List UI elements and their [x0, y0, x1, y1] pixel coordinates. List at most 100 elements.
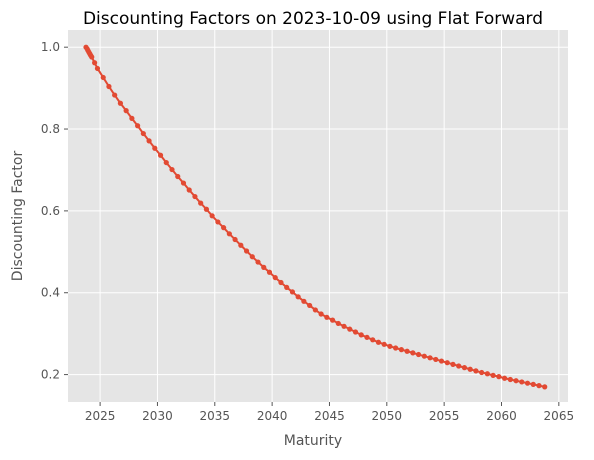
data-point — [272, 274, 278, 281]
data-point — [117, 100, 124, 106]
data-point — [94, 65, 101, 72]
data-point — [490, 372, 496, 378]
data-point — [381, 341, 387, 347]
data-point — [157, 152, 164, 158]
data-point — [398, 347, 404, 353]
data-point — [404, 348, 410, 354]
data-point — [352, 329, 359, 335]
data-point — [415, 351, 422, 358]
data-point — [129, 115, 135, 121]
data-point — [461, 365, 468, 371]
data-point — [530, 381, 536, 387]
data-point — [140, 130, 146, 137]
x-tick-label: 2065 — [544, 409, 575, 423]
data-point — [513, 378, 519, 384]
data-point — [421, 353, 427, 359]
data-point — [335, 320, 341, 327]
data-point — [232, 236, 238, 243]
data-point — [387, 343, 393, 349]
data-point — [112, 92, 118, 98]
data-point — [249, 254, 255, 260]
y-tick-label: 0.2 — [41, 368, 60, 382]
x-tick-label: 2050 — [372, 409, 403, 423]
data-point — [484, 371, 490, 377]
x-tick-labels: 2025 2030 2035 2040 2045 2050 2055 2060 2065 — [85, 409, 574, 423]
x-tick-label: 2055 — [429, 409, 460, 423]
data-point — [203, 206, 210, 212]
x-tick-label: 2060 — [486, 409, 517, 423]
data-point — [175, 173, 181, 180]
data-point — [152, 145, 158, 151]
data-point — [243, 248, 250, 254]
data-point — [255, 259, 261, 265]
data-point — [146, 138, 152, 144]
data-point — [433, 356, 439, 363]
data-point — [209, 213, 215, 219]
y-tick-label: 0.6 — [41, 204, 60, 218]
data-point — [186, 187, 192, 193]
data-point — [393, 345, 399, 351]
data-point — [358, 332, 364, 338]
data-point — [438, 358, 445, 364]
data-point — [450, 361, 456, 367]
data-point — [524, 380, 531, 386]
data-point — [92, 60, 98, 66]
data-point — [215, 219, 221, 225]
data-point — [226, 231, 232, 237]
data-point — [301, 298, 307, 304]
data-point — [370, 337, 376, 343]
data-point — [221, 225, 227, 231]
data-point — [501, 375, 508, 381]
data-point — [444, 360, 450, 366]
data-point — [266, 269, 273, 275]
data-point — [318, 311, 324, 317]
data-point — [542, 384, 548, 390]
x-tick-label: 2025 — [85, 409, 116, 423]
data-point — [496, 374, 502, 380]
data-point — [123, 108, 129, 114]
data-point — [473, 368, 479, 374]
data-point — [347, 326, 353, 332]
data-point — [329, 317, 336, 323]
data-point — [307, 302, 313, 309]
plot-background — [68, 30, 568, 402]
y-tick-label: 1.0 — [41, 40, 60, 54]
x-gridlines — [99, 30, 560, 406]
data-point — [364, 334, 370, 340]
data-point — [324, 314, 330, 320]
data-point — [163, 159, 169, 166]
x-tick-label: 2040 — [257, 409, 288, 423]
y-tick-label: 0.4 — [41, 286, 60, 300]
data-point — [238, 242, 244, 248]
data-point — [456, 363, 462, 369]
data-point — [467, 366, 473, 372]
data-point — [427, 355, 433, 361]
data-point — [278, 279, 284, 286]
data-point — [135, 123, 141, 129]
x-tick-label: 2045 — [314, 409, 345, 423]
data-series — [83, 44, 548, 390]
chart-title: Discounting Factors on 2023-10-09 using … — [83, 9, 543, 29]
data-point — [312, 307, 318, 313]
data-point — [295, 294, 301, 300]
data-point — [100, 74, 106, 81]
data-point — [106, 83, 112, 90]
data-point — [180, 180, 187, 186]
data-point — [192, 193, 198, 200]
y-tick-labels: 0.2 0.4 0.6 0.8 1.0 — [41, 40, 60, 381]
data-point — [536, 383, 542, 389]
data-point — [169, 166, 175, 173]
data-point — [198, 200, 204, 206]
x-axis-label: Maturity — [284, 433, 342, 449]
x-tick-label: 2030 — [142, 409, 173, 423]
y-tick-label: 0.8 — [41, 122, 60, 136]
data-point — [261, 264, 267, 270]
data-point — [89, 54, 95, 60]
y-axis-label: Discounting Factor — [10, 151, 26, 282]
y-gridlines — [64, 46, 568, 376]
data-point — [507, 376, 513, 383]
data-point — [410, 350, 416, 356]
x-tick-label: 2035 — [200, 409, 231, 423]
data-point — [479, 369, 485, 376]
